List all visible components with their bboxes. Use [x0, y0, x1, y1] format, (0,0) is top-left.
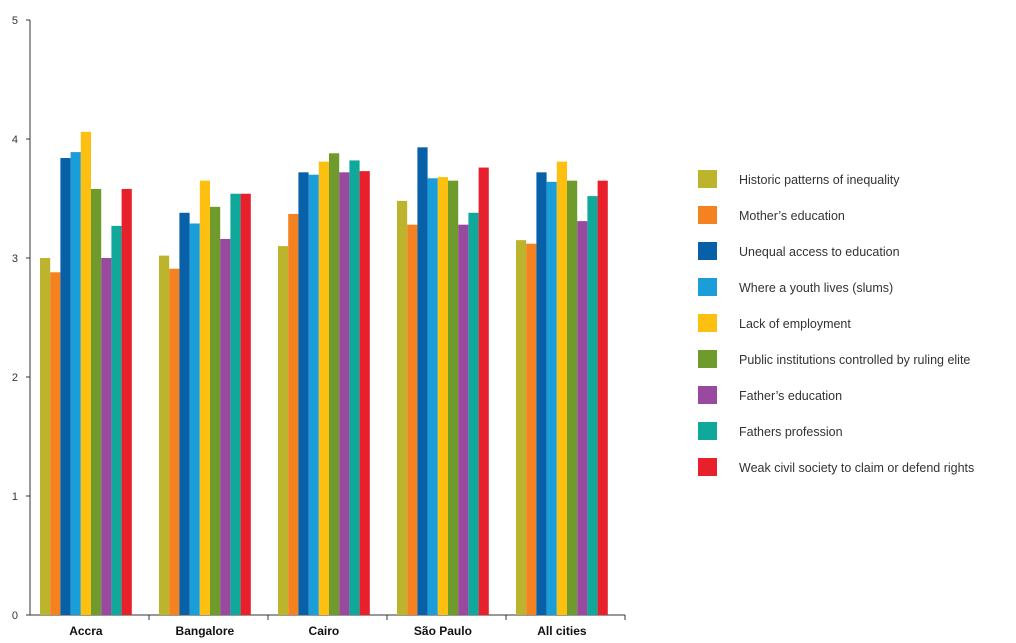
legend-item: Father’s education — [698, 386, 842, 404]
x-category-label: Accra — [69, 624, 103, 638]
y-tick-label: 1 — [12, 491, 18, 503]
y-tick-label: 2 — [12, 372, 18, 384]
bar — [70, 152, 81, 615]
bar — [516, 240, 527, 615]
bar — [397, 200, 408, 615]
bar — [159, 255, 170, 615]
y-tick-label: 0 — [12, 610, 18, 622]
legend-label: Weak civil society to claim or defend ri… — [739, 461, 974, 475]
legend-swatch — [698, 170, 717, 188]
y-tick-label: 3 — [12, 253, 18, 265]
bar — [577, 221, 588, 616]
bar — [526, 243, 537, 615]
legend-label: Lack of employment — [739, 317, 851, 331]
bar — [210, 206, 221, 615]
y-tick-label: 5 — [12, 15, 18, 27]
legend-item: Mother’s education — [698, 206, 845, 224]
bar — [91, 188, 102, 616]
legend-item: Lack of employment — [698, 314, 851, 332]
legend-swatch — [698, 314, 717, 332]
bar — [111, 225, 122, 615]
bar — [230, 193, 241, 616]
legend-item: Unequal access to education — [698, 242, 900, 260]
bar-group — [40, 131, 132, 616]
x-category-label: All cities — [537, 624, 587, 638]
legend-item: Fathers profession — [698, 422, 843, 440]
bar — [437, 177, 448, 615]
bar — [50, 272, 61, 615]
legend-swatch — [698, 206, 717, 224]
y-axis: 0 1 2 3 4 5 — [12, 15, 31, 622]
legend-item: Weak civil society to claim or defend ri… — [698, 458, 974, 476]
bar — [308, 174, 319, 615]
bar — [556, 161, 567, 616]
bar — [349, 160, 360, 616]
bar — [329, 153, 340, 615]
bar — [80, 131, 91, 616]
bar — [318, 161, 329, 616]
bar — [407, 224, 418, 615]
y-tick-label: 4 — [12, 134, 18, 146]
legend-swatch — [698, 278, 717, 296]
bar — [60, 158, 71, 616]
bar — [121, 188, 132, 616]
legend-label: Historic patterns of inequality — [739, 173, 900, 187]
bar — [587, 196, 598, 615]
bar — [458, 224, 469, 615]
legend-label: Father’s education — [739, 389, 842, 403]
bar — [448, 180, 459, 615]
legend-swatch — [698, 350, 717, 368]
bar — [278, 246, 289, 615]
bar — [546, 181, 557, 615]
legend-label: Fathers profession — [739, 425, 843, 439]
bar — [288, 213, 299, 615]
legend-label: Mother’s education — [739, 209, 845, 223]
bar — [169, 268, 180, 615]
bar — [339, 172, 350, 615]
legend-swatch — [698, 242, 717, 260]
legend-label: Public institutions controlled by ruling… — [739, 353, 970, 367]
bar — [417, 147, 428, 615]
bar — [597, 180, 608, 615]
bar-group — [159, 180, 251, 616]
bar — [240, 193, 251, 616]
bar — [298, 172, 309, 615]
bar — [40, 258, 51, 615]
bar — [567, 180, 578, 615]
bar-group — [397, 147, 489, 615]
bar — [179, 212, 190, 615]
x-category-label: São Paulo — [414, 624, 472, 638]
legend-item: Public institutions controlled by ruling… — [698, 350, 970, 368]
legend: Historic patterns of inequality Mother’s … — [698, 170, 974, 476]
legend-label: Unequal access to education — [739, 245, 900, 259]
x-category-label: Cairo — [309, 624, 340, 638]
x-category-label: Bangalore — [176, 624, 235, 638]
bar — [468, 212, 479, 615]
bar — [101, 258, 112, 615]
legend-label: Where a youth lives (slums) — [739, 281, 893, 295]
x-axis: Accra Bangalore Cairo São Paulo All cities — [30, 614, 626, 638]
bar — [199, 180, 210, 615]
legend-item: Historic patterns of inequality — [698, 170, 900, 188]
legend-swatch — [698, 422, 717, 440]
bar-group — [278, 153, 370, 616]
bar — [478, 167, 489, 615]
legend-swatch — [698, 386, 717, 404]
legend-swatch — [698, 458, 717, 476]
bar — [189, 223, 200, 616]
legend-item: Where a youth lives (slums) — [698, 278, 893, 296]
bar — [427, 178, 438, 615]
bar-group — [516, 161, 608, 616]
bar — [359, 171, 370, 615]
bar — [536, 172, 547, 615]
bar — [220, 238, 231, 615]
bars — [40, 131, 608, 616]
